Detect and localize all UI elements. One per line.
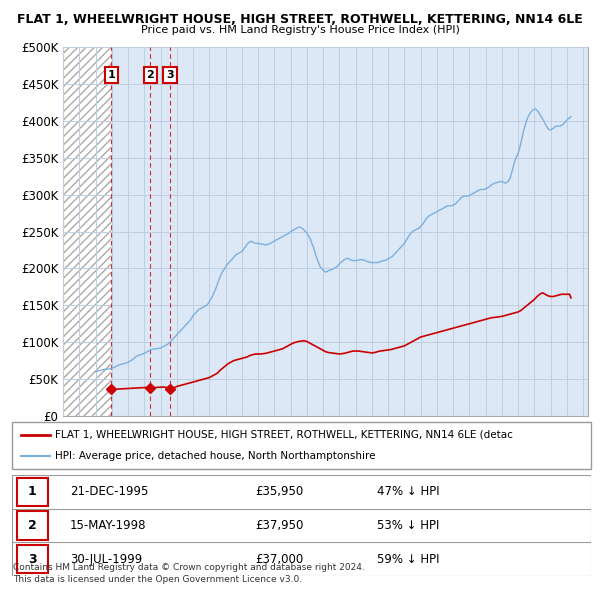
Text: 30-JUL-1999: 30-JUL-1999 bbox=[70, 552, 142, 566]
Text: 1: 1 bbox=[28, 485, 37, 499]
Text: 59% ↓ HPI: 59% ↓ HPI bbox=[377, 552, 439, 566]
Text: 15-MAY-1998: 15-MAY-1998 bbox=[70, 519, 146, 532]
Text: FLAT 1, WHEELWRIGHT HOUSE, HIGH STREET, ROTHWELL, KETTERING, NN14 6LE: FLAT 1, WHEELWRIGHT HOUSE, HIGH STREET, … bbox=[17, 13, 583, 26]
Text: This data is licensed under the Open Government Licence v3.0.: This data is licensed under the Open Gov… bbox=[13, 575, 302, 584]
Text: Price paid vs. HM Land Registry's House Price Index (HPI): Price paid vs. HM Land Registry's House … bbox=[140, 25, 460, 35]
Text: FLAT 1, WHEELWRIGHT HOUSE, HIGH STREET, ROTHWELL, KETTERING, NN14 6LE (detac: FLAT 1, WHEELWRIGHT HOUSE, HIGH STREET, … bbox=[55, 430, 513, 440]
Bar bbox=[17, 545, 49, 573]
Text: £37,000: £37,000 bbox=[255, 552, 304, 566]
Bar bbox=[17, 512, 49, 539]
Text: £35,950: £35,950 bbox=[255, 485, 304, 499]
Text: 53% ↓ HPI: 53% ↓ HPI bbox=[377, 519, 439, 532]
Text: Contains HM Land Registry data © Crown copyright and database right 2024.: Contains HM Land Registry data © Crown c… bbox=[13, 563, 365, 572]
FancyBboxPatch shape bbox=[12, 422, 591, 469]
Text: 2: 2 bbox=[28, 519, 37, 532]
Text: 21-DEC-1995: 21-DEC-1995 bbox=[70, 485, 148, 499]
Bar bbox=[17, 478, 49, 506]
Text: £37,950: £37,950 bbox=[255, 519, 304, 532]
Text: 2: 2 bbox=[146, 70, 154, 80]
Text: 47% ↓ HPI: 47% ↓ HPI bbox=[377, 485, 439, 499]
Text: 3: 3 bbox=[166, 70, 174, 80]
Text: 3: 3 bbox=[28, 552, 37, 566]
Text: HPI: Average price, detached house, North Northamptonshire: HPI: Average price, detached house, Nort… bbox=[55, 451, 376, 461]
Bar bbox=[63, 47, 111, 416]
Text: 1: 1 bbox=[107, 70, 115, 80]
